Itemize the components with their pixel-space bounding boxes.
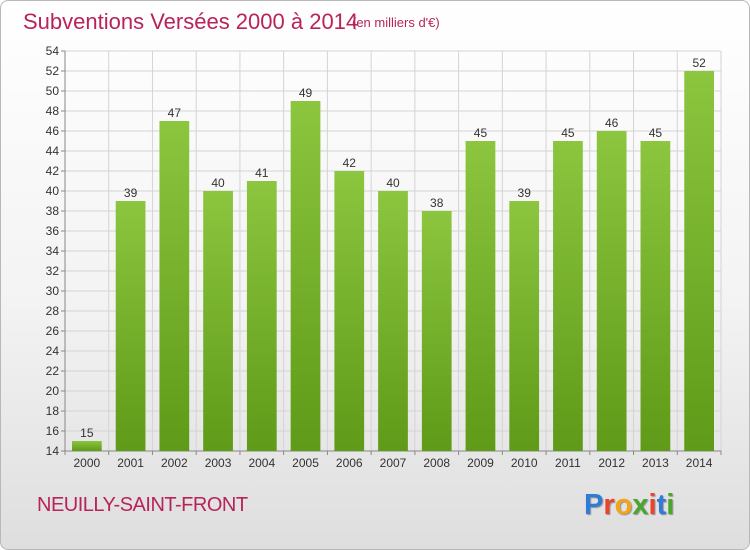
y-tick-label: 38 [46, 204, 60, 218]
x-tick-label: 2003 [205, 456, 232, 470]
x-tick-label: 2001 [117, 456, 144, 470]
y-tick-label: 36 [46, 224, 60, 238]
bar [334, 171, 365, 451]
y-tick-label: 20 [46, 384, 60, 398]
bar-value-label: 47 [168, 106, 182, 120]
x-tick-label: 2011 [555, 456, 581, 470]
x-tick-label: 2006 [336, 456, 363, 470]
bar [203, 191, 233, 451]
bar [640, 141, 671, 451]
labels: 14 16 18 20 22 24 26 28 30 32 34 36 38 40 42 44 46 48 50 52… [46, 44, 713, 470]
y-tick-label: 42 [46, 164, 60, 178]
y-tick-label: 18 [46, 404, 60, 418]
bar [421, 211, 452, 451]
y-tick-label: 54 [46, 44, 60, 58]
x-tick-label: 2007 [380, 456, 407, 470]
bar [596, 131, 627, 451]
y-tick-label: 16 [46, 424, 60, 438]
y-tick-label: 14 [46, 444, 60, 458]
logo-letter: i [648, 489, 657, 521]
y-tick-label: 48 [46, 104, 60, 118]
x-tick-label: 2004 [248, 456, 275, 470]
bar [290, 101, 321, 451]
y-tick-label: 50 [46, 84, 60, 98]
bar-value-label: 45 [649, 126, 663, 140]
bar-value-label: 40 [211, 176, 225, 190]
y-tick-label: 44 [46, 144, 60, 158]
y-tick-label: 32 [46, 264, 60, 278]
proxiti-logo: Proxiti [584, 489, 674, 522]
bar-value-label: 41 [255, 166, 269, 180]
bar-value-label: 42 [343, 156, 357, 170]
logo-letter: P [584, 489, 604, 521]
commune-name: NEUILLY-SAINT-FRONT [37, 494, 248, 516]
y-tick-label: 30 [46, 284, 60, 298]
y-tick-label: 22 [46, 364, 60, 378]
bar-value-label: 45 [561, 126, 575, 140]
y-tick-label: 46 [46, 124, 60, 138]
logo-letter: o [614, 489, 633, 521]
bar-value-label: 49 [299, 86, 313, 100]
bar-value-label: 40 [386, 176, 400, 190]
bar [684, 71, 715, 451]
bar-value-label: 52 [692, 56, 706, 70]
bar [465, 141, 496, 451]
bar-value-label: 45 [474, 126, 488, 140]
x-tick-label: 2002 [161, 456, 188, 470]
y-tick-label: 28 [46, 304, 60, 318]
chart-title: Subventions Versées 2000 à 2014 [23, 9, 359, 34]
bar-value-label: 46 [605, 116, 619, 130]
x-tick-label: 2005 [292, 456, 319, 470]
bar-value-label: 38 [430, 196, 444, 210]
y-tick-label: 34 [46, 244, 60, 258]
logo-letter: t [656, 489, 667, 521]
x-tick-label: 2012 [598, 456, 625, 470]
bar [378, 191, 408, 451]
x-tick-label: 2008 [423, 456, 450, 470]
bar [509, 201, 540, 451]
y-tick-label: 24 [46, 344, 60, 358]
bar-value-label: 39 [518, 186, 532, 200]
logo-letter: i [666, 489, 675, 521]
bar [246, 181, 277, 451]
y-tick-label: 52 [46, 64, 60, 78]
bar [71, 441, 102, 451]
bar [115, 201, 146, 451]
bar [159, 121, 190, 451]
y-tick-label: 26 [46, 324, 60, 338]
x-tick-label: 2009 [467, 456, 494, 470]
bars [71, 71, 715, 451]
y-tick-label: 40 [46, 184, 60, 198]
bar-value-label: 39 [124, 186, 138, 200]
bar [553, 141, 583, 451]
chart-subtitle: (en milliers d'€) [352, 15, 440, 30]
logo-letter: x [632, 489, 649, 521]
x-tick-label: 2000 [74, 456, 101, 470]
x-tick-label: 2010 [511, 456, 538, 470]
x-tick-label: 2014 [686, 456, 713, 470]
logo-letter: r [603, 489, 615, 521]
x-tick-label: 2013 [642, 456, 669, 470]
bar-value-label: 15 [80, 426, 94, 440]
